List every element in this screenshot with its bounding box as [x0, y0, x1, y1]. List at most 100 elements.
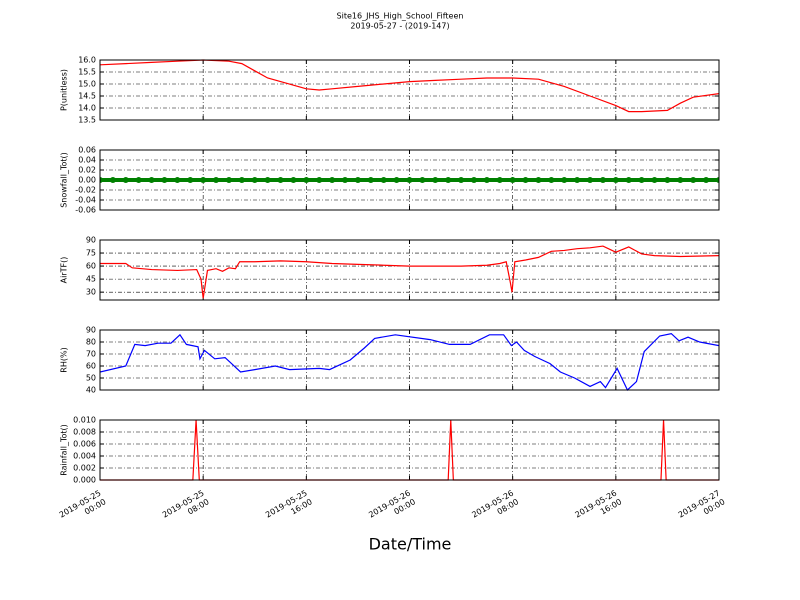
axes-frame — [99, 419, 720, 481]
y-tick-label: 0.002 — [73, 464, 96, 473]
data-point — [109, 177, 116, 183]
data-point — [703, 177, 710, 183]
y-tick-label: 90 — [86, 326, 96, 335]
data-point — [393, 177, 400, 183]
y-tick-label: 15.5 — [78, 68, 96, 77]
y-tick-label: 75 — [86, 249, 96, 258]
data-point — [561, 177, 568, 183]
data-point — [612, 177, 619, 183]
axes-frame — [99, 149, 720, 211]
data-point — [122, 177, 129, 183]
data-point — [677, 177, 684, 183]
data-point — [483, 177, 490, 183]
data-point — [535, 177, 542, 183]
data-point — [548, 177, 555, 183]
y-tick-label: 45 — [86, 275, 96, 284]
chart-subtitle: 2019-05-27 - (2019-147) — [350, 22, 449, 31]
y-axis-label: Snowfall_Tot() — [60, 152, 69, 208]
data-point — [496, 177, 503, 183]
data-point — [406, 177, 413, 183]
x-tick-label: 2019-05-2508:00 — [161, 488, 211, 528]
y-axis-label: Rainfall_Tot() — [60, 424, 69, 476]
y-tick-label: 90 — [86, 236, 96, 245]
y-tick-label: 80 — [86, 338, 96, 347]
data-point — [264, 177, 271, 183]
data-point — [225, 177, 232, 183]
data-point — [509, 177, 516, 183]
axes-frame — [99, 59, 720, 121]
data-point — [367, 177, 374, 183]
data-point — [135, 177, 142, 183]
axes-frame — [99, 239, 720, 301]
x-tick-label: 2019-05-2616:00 — [573, 488, 623, 528]
data-point — [187, 177, 194, 183]
x-tick-label: 2019-05-2516:00 — [264, 488, 314, 528]
data-point — [625, 177, 632, 183]
data-point — [251, 177, 258, 183]
x-tick-label: 2019-05-2500:00 — [57, 488, 107, 528]
y-axis-label: RH(%) — [60, 347, 69, 372]
y-tick-label: 60 — [86, 362, 96, 371]
data-point — [716, 177, 719, 183]
data-point — [277, 177, 284, 183]
y-tick-label: 16.0 — [78, 56, 96, 65]
data-line — [100, 245, 719, 299]
data-point — [419, 177, 426, 183]
y-tick-label: -0.02 — [75, 186, 96, 195]
data-point — [303, 177, 310, 183]
data-point — [470, 177, 477, 183]
data-point — [290, 177, 297, 183]
data-point — [380, 177, 387, 183]
y-tick-label: 0.004 — [73, 452, 96, 461]
data-point — [664, 177, 671, 183]
data-point — [690, 177, 697, 183]
data-point — [432, 177, 439, 183]
y-tick-label: 40 — [86, 386, 96, 395]
axes-frame — [99, 329, 720, 391]
data-point — [161, 177, 168, 183]
data-point — [148, 177, 155, 183]
data-point — [599, 177, 606, 183]
data-point — [574, 177, 581, 183]
y-tick-label: 14.5 — [78, 92, 96, 101]
data-point — [100, 177, 103, 183]
y-tick-label: 30 — [86, 288, 96, 297]
y-tick-label: 50 — [86, 374, 96, 383]
y-tick-label: 13.5 — [78, 116, 96, 125]
data-point — [354, 177, 361, 183]
y-tick-label: 60 — [86, 262, 96, 271]
data-line — [100, 59, 719, 113]
data-point — [213, 177, 220, 183]
y-tick-label: 0.008 — [73, 428, 96, 437]
data-point — [651, 177, 658, 183]
x-tick-label: 2019-05-2600:00 — [367, 488, 417, 528]
data-point — [329, 177, 336, 183]
y-tick-label: -0.04 — [75, 196, 96, 205]
data-point — [522, 177, 529, 183]
y-tick-label: 0.010 — [73, 416, 96, 425]
data-point — [200, 177, 207, 183]
data-point — [342, 177, 349, 183]
y-tick-label: 0.000 — [73, 476, 96, 485]
y-tick-label: 0.06 — [78, 146, 96, 155]
data-point — [445, 177, 452, 183]
y-axis-label: P(unitless) — [60, 69, 69, 111]
chart-title: Site16_JHS_High_School_Fifteen — [337, 12, 464, 21]
data-point — [638, 177, 645, 183]
y-tick-label: 0.00 — [78, 176, 96, 185]
y-tick-label: 0.04 — [78, 156, 96, 165]
y-tick-label: 70 — [86, 350, 96, 359]
y-tick-label: 15.0 — [78, 80, 96, 89]
data-line — [100, 332, 719, 391]
y-tick-label: 0.02 — [78, 166, 96, 175]
data-point — [458, 177, 465, 183]
y-tick-label: -0.06 — [75, 206, 96, 215]
data-point — [238, 177, 245, 183]
y-tick-label: 14.0 — [78, 104, 96, 113]
x-tick-label: 2019-05-2700:00 — [676, 488, 726, 528]
data-point — [174, 177, 181, 183]
data-point — [316, 177, 323, 183]
y-tick-label: 0.006 — [73, 440, 96, 449]
x-tick-label: 2019-05-2608:00 — [470, 488, 520, 528]
